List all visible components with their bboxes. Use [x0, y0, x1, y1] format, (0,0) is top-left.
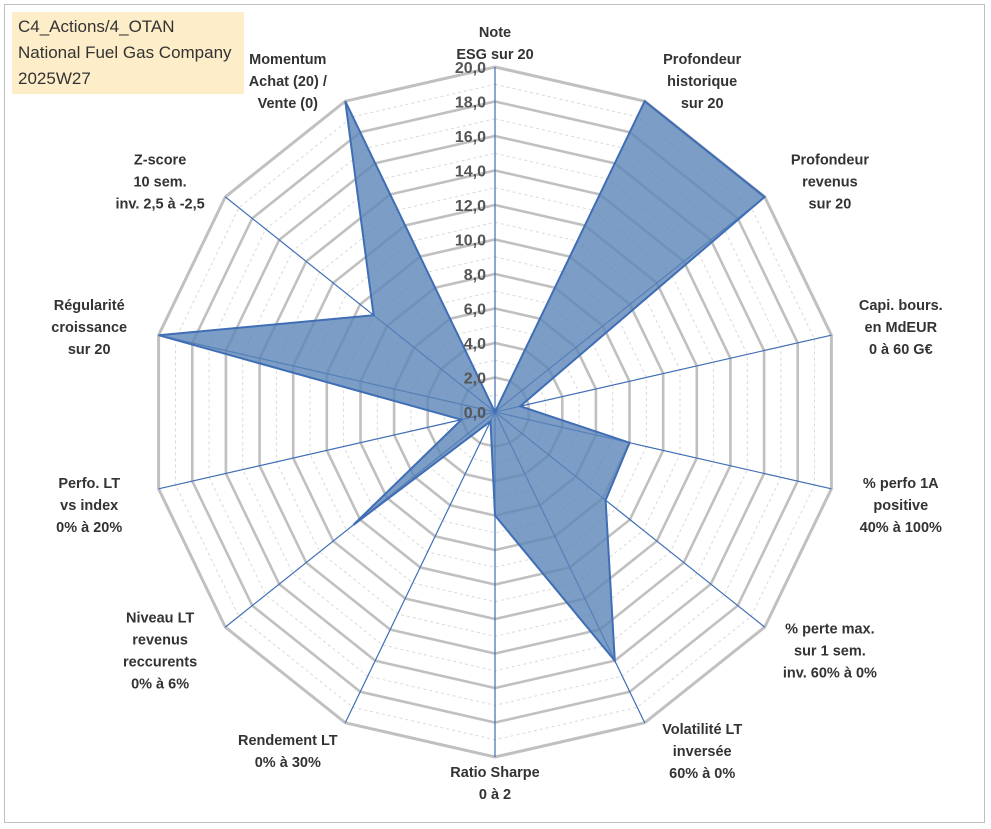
axis-label: Régularité croissance sur 20 — [51, 298, 127, 358]
tick-label: 18,0 — [455, 95, 486, 112]
axis-label-line: Profondeur — [663, 52, 741, 68]
axis-label-line: historique — [667, 74, 737, 90]
axis-label-line: inv. 60% à 0% — [783, 665, 877, 681]
tick-label: 20,0 — [455, 60, 486, 77]
axis-label-line: 0% à 20% — [56, 520, 122, 536]
axis-label-line: inv. 2,5 à -2,5 — [115, 197, 204, 213]
axis-label-line: revenus — [132, 632, 188, 648]
axis-label-line: Régularité — [54, 298, 125, 314]
title-line: C4_Actions/4_OTAN — [18, 17, 175, 36]
axis-label: Volatilité LT inversée 60% à 0% — [662, 722, 742, 782]
chart-title-box: C4_Actions/4_OTAN National Fuel Gas Comp… — [12, 12, 244, 94]
axis-label-line: sur 20 — [681, 96, 724, 112]
axis-spoke — [344, 411, 496, 724]
axis-label-line: Z-score — [134, 153, 186, 169]
axis-label: % perte max. sur 1 sem. inv. 60% à 0% — [783, 621, 877, 681]
axis-label: Rendement LT 0% à 30% — [238, 733, 338, 771]
tick-label: 2,0 — [464, 371, 486, 388]
tick-label: 6,0 — [464, 302, 486, 319]
radar-series — [158, 99, 767, 664]
axis-label-line: 0% à 30% — [255, 755, 321, 771]
axis-label: % perfo 1A positive 40% à 100% — [860, 476, 942, 536]
axis-label-line: ESG sur 20 — [456, 47, 533, 63]
axis-label-line: Profondeur — [791, 153, 869, 169]
axis-label: Profondeur revenus sur 20 — [791, 153, 869, 213]
axis-label-line: revenus — [802, 175, 858, 191]
axis-label: Momentum Achat (20) / Vente (0) — [249, 52, 327, 112]
radial-tick-labels: 0,0 2,0 4,0 6,0 8,0 10,0 12,0 14,0 16,0 18,0 20,0 — [455, 60, 486, 422]
axis-label-line: 40% à 100% — [860, 520, 942, 536]
tick-label: 12,0 — [455, 198, 486, 215]
axis-label: Profondeur historique sur 20 — [663, 52, 741, 112]
axis-label-line: vs index — [60, 498, 118, 514]
tick-label: 16,0 — [455, 129, 486, 146]
axis-label: Note ESG sur 20 — [456, 25, 533, 63]
axis-label-line: Perfo. LT — [58, 476, 120, 492]
axis-label-line: 60% à 0% — [669, 766, 735, 782]
axis-label: Ratio Sharpe 0 à 2 — [450, 765, 539, 803]
axis-label-line: Ratio Sharpe — [450, 765, 539, 781]
tick-label: 0,0 — [464, 405, 486, 422]
axis-label-line: 0% à 6% — [131, 676, 189, 692]
axis-label: Z-score 10 sem. inv. 2,5 à -2,5 — [115, 153, 204, 213]
axis-labels: Note ESG sur 20 Profondeur historique sur 20… — [51, 25, 942, 803]
axis-label-line: positive — [873, 498, 928, 514]
axis-label-line: Niveau LT — [126, 610, 194, 626]
axis-label-line: inversée — [673, 744, 732, 760]
axis-label-line: reccurents — [123, 654, 197, 670]
axis-label-line: Vente (0) — [258, 96, 319, 112]
axis-spoke — [494, 334, 832, 413]
title-line: National Fuel Gas Company — [18, 43, 232, 62]
axis-label-line: 10 sem. — [133, 175, 186, 191]
axis-label-line: 0 à 60 G€ — [869, 342, 933, 358]
axis-label-line: 0 à 2 — [479, 787, 511, 803]
axis-label-line: Momentum — [249, 52, 326, 68]
tick-label: 4,0 — [464, 336, 486, 353]
axis-label-line: croissance — [51, 320, 127, 336]
axis-label-line: sur 1 sem. — [794, 643, 866, 659]
axis-label-line: en MdEUR — [865, 320, 938, 336]
axis-label: Capi. bours. en MdEUR 0 à 60 G€ — [859, 298, 943, 358]
title-line: 2025W27 — [18, 69, 91, 88]
axis-label-line: Note — [479, 25, 511, 41]
axis-label-line: % perte max. — [785, 621, 874, 637]
axis-label-line: sur 20 — [68, 342, 111, 358]
tick-label: 10,0 — [455, 233, 486, 250]
axis-label-line: Rendement LT — [238, 733, 338, 749]
axis-label: Perfo. LT vs index 0% à 20% — [56, 476, 122, 536]
tick-label: 8,0 — [464, 267, 486, 284]
axis-label-line: % perfo 1A — [863, 476, 939, 492]
axis-spoke — [158, 411, 496, 490]
axis-label-line: sur 20 — [809, 197, 852, 213]
tick-label: 14,0 — [455, 164, 486, 181]
axis-label: Niveau LT revenus reccurents 0% à 6% — [123, 610, 197, 692]
axis-label-line: Volatilité LT — [662, 722, 742, 738]
axis-label-line: Capi. bours. — [859, 298, 943, 314]
axis-label-line: Achat (20) / — [249, 74, 327, 90]
